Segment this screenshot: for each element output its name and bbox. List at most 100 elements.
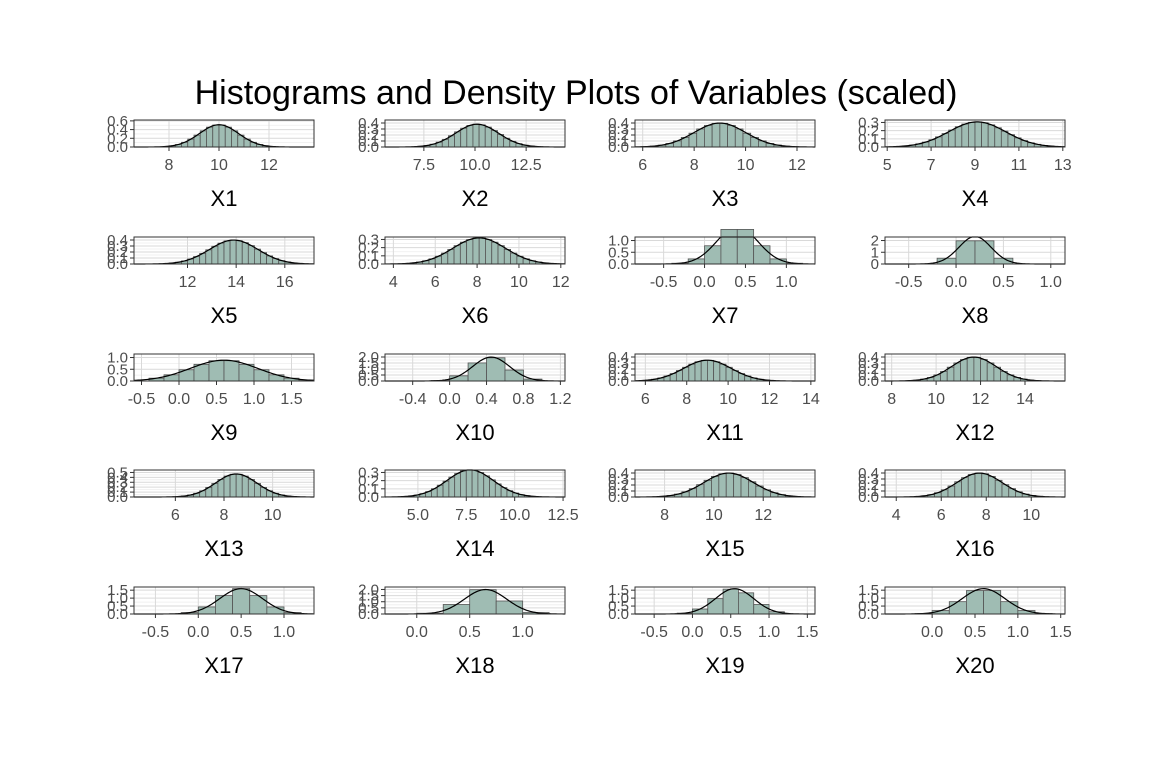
density-line — [635, 472, 816, 498]
panel-x9: 0.00.51.0-0.5 0.0 0.5 1.0 1.5X9 — [107, 350, 315, 445]
y-tick-label: 0.4 — [608, 349, 629, 366]
histogram-bar — [988, 476, 996, 498]
panel-border — [133, 236, 315, 265]
histogram-bar — [489, 479, 496, 498]
y-tick-label: 0.0 — [858, 489, 879, 506]
y-tick-label: 0.3 — [358, 464, 379, 481]
y-tick-label: 0.1 — [858, 131, 879, 148]
panel-border — [634, 469, 816, 498]
y-tick-label: 0.1 — [358, 481, 379, 498]
x-tick-label: 0.5 — [720, 624, 742, 641]
histogram-bar — [994, 479, 1003, 498]
histogram-bar — [218, 124, 226, 148]
y-tick-label: 0.0 — [107, 256, 128, 273]
x-axis-title: X2 — [462, 186, 489, 211]
x-axis-title: X17 — [204, 653, 243, 678]
y-tick-label: 0.0 — [858, 139, 879, 156]
x-tick-label: 4 — [892, 507, 901, 524]
chart-title: Histograms and Density Plots of Variable… — [194, 74, 958, 112]
x-tick-label: 1.0 — [1040, 274, 1062, 291]
x-tick-label: 9 — [971, 157, 980, 174]
histogram-bar — [193, 363, 210, 382]
y-tick-label: 0.4 — [358, 115, 379, 132]
histogram-bar — [206, 126, 214, 148]
y-tick-label: 0.1 — [608, 133, 629, 150]
y-tick-label: 0.0 — [107, 606, 128, 623]
y-tick-label: 0.1 — [107, 484, 128, 501]
y-tick-label: 0.3 — [107, 474, 128, 491]
histogram-bar — [483, 475, 490, 498]
histogram-bar — [247, 479, 255, 498]
histogram-bar — [688, 363, 696, 382]
x-tick-label: 10 — [737, 157, 755, 174]
x-tick-label: 1.0 — [758, 624, 780, 641]
x-tick-label: 12 — [788, 157, 806, 174]
y-tick-label: 0.4 — [608, 115, 629, 132]
histogram-bar — [974, 240, 995, 265]
y-tick-label: 0.1 — [358, 133, 379, 150]
histogram-bar — [718, 473, 727, 498]
histogram-bar — [241, 475, 249, 498]
histogram-bar — [704, 245, 722, 265]
x-axis-title: X20 — [955, 653, 994, 678]
x-tick-label: 0.5 — [734, 274, 756, 291]
histogram-bar — [974, 472, 983, 498]
panel-x3: 0.00.10.20.30.4 6 8 10 12 X3 — [608, 115, 816, 211]
panel-x6: 0.00.10.20.3 4 6 8 10 12 X6 — [358, 231, 570, 328]
x-axis-title: X11 — [706, 420, 744, 445]
histogram-bar — [981, 473, 989, 498]
x-tick-label: 12 — [754, 507, 772, 524]
histogram-bar — [266, 606, 285, 615]
x-tick-label: 5 — [883, 157, 892, 174]
x-tick-label: 6 — [937, 507, 946, 524]
x-tick-label: 1.0 — [775, 274, 797, 291]
histogram-bar — [217, 479, 225, 498]
x-tick-label: 0.0 — [945, 274, 967, 291]
x-tick-label: 8 — [982, 507, 991, 524]
x-tick-label: 4 — [389, 274, 398, 291]
x-tick-label: 12 — [260, 157, 278, 174]
x-tick-label: 10 — [1022, 507, 1040, 524]
x-tick-label: 0.0 — [168, 391, 190, 408]
y-tick-label: 0.2 — [358, 240, 379, 257]
x-tick-label: 1.0 — [1007, 624, 1029, 641]
x-tick-label: 12 — [972, 391, 990, 408]
histogram-bar — [205, 249, 213, 265]
x-axis-title: X16 — [955, 536, 994, 561]
histogram-bar — [953, 362, 961, 382]
x-tick-label: 1.0 — [512, 624, 534, 641]
histogram-bar — [734, 128, 744, 148]
histogram-bar — [968, 121, 976, 148]
x-tick-label: 12 — [761, 391, 779, 408]
density-line — [384, 237, 566, 265]
histogram-bar — [713, 361, 721, 382]
histogram-bar — [719, 363, 727, 382]
y-tick-label: 0.2 — [858, 123, 879, 140]
histogram-bar — [485, 239, 493, 265]
histogram-bar — [720, 229, 738, 265]
histogram-bar — [1000, 130, 1009, 148]
histogram-bar — [235, 473, 243, 498]
y-tick-label: 0.0 — [608, 489, 629, 506]
x-tick-label: 14 — [802, 391, 820, 408]
x-tick-label: 7 — [927, 157, 936, 174]
x-tick-label: 12 — [179, 274, 197, 291]
histogram-bar — [707, 598, 724, 615]
histogram-bar — [484, 126, 492, 148]
y-tick-label: 0.0 — [858, 373, 879, 390]
y-tick-label: 0.1 — [358, 248, 379, 265]
x-tick-label: 5.0 — [407, 507, 429, 524]
y-tick-label: 0.4 — [858, 465, 879, 482]
x-tick-label: 6 — [638, 157, 647, 174]
y-tick-label: 0.4 — [608, 465, 629, 482]
histogram-bar — [753, 245, 771, 265]
histogram-bar — [974, 121, 982, 148]
x-tick-label: -0.5 — [640, 624, 668, 641]
panel-x8: 012 -0.5 0.0 0.5 1.0 X8 — [871, 233, 1066, 328]
histogram-bar — [217, 242, 225, 265]
panel-border — [133, 353, 315, 382]
histogram-bar — [249, 595, 268, 615]
y-tick-label: 0.1 — [858, 483, 879, 500]
histogram-bar — [948, 129, 956, 148]
x-tick-label: 14 — [1016, 391, 1034, 408]
